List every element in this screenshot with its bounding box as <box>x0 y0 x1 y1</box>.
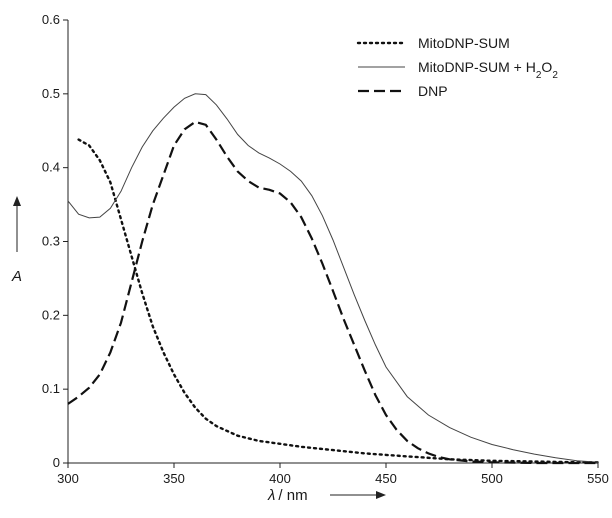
legend-label-1: MitoDNP-SUM <box>418 35 510 51</box>
series-line-1 <box>77 138 600 464</box>
x-axis-label: λ / nm <box>267 487 308 504</box>
axes: 0 0.1 0.2 0.3 0.4 0.5 0.6 300 350 400 450 500 550 <box>42 12 609 486</box>
y-axis-label: A <box>11 268 22 285</box>
x-axis-arrowhead <box>376 491 386 499</box>
legend-label-2: MitoDNP-SUM + H2O2 <box>418 59 558 81</box>
series-line-3 <box>67 120 598 465</box>
y-tick-label: 0.5 <box>42 86 60 101</box>
x-tick-label: 450 <box>375 471 397 486</box>
legend-label-part: MitoDNP-SUM + H <box>418 59 536 75</box>
x-tick-label: 500 <box>481 471 503 486</box>
x-axis-label-unit: / nm <box>278 487 307 504</box>
x-axis-label-symbol: λ <box>267 487 275 504</box>
y-tick-label: 0.6 <box>42 12 60 27</box>
series-layer <box>67 93 600 465</box>
y-tick-label: 0 <box>53 455 60 470</box>
x-tick-label: 300 <box>57 471 79 486</box>
y-tick-label: 0.4 <box>42 160 60 175</box>
y-tick-label: 0.1 <box>42 381 60 396</box>
x-tick-label: 350 <box>163 471 185 486</box>
y-axis-arrowhead <box>13 196 21 206</box>
y-tick-label: 0.3 <box>42 234 60 249</box>
x-tick-label: 400 <box>269 471 291 486</box>
x-tick-label: 550 <box>587 471 609 486</box>
legend-label-part: O <box>541 59 552 75</box>
legend-label-3: DNP <box>418 83 448 99</box>
y-tick-label: 0.2 <box>42 307 60 322</box>
legend-label-part: 2 <box>552 70 558 81</box>
series-line-2 <box>67 93 599 463</box>
legend-label-part: 2 <box>536 70 542 81</box>
axis-labels: Aλ / nm <box>11 196 386 504</box>
